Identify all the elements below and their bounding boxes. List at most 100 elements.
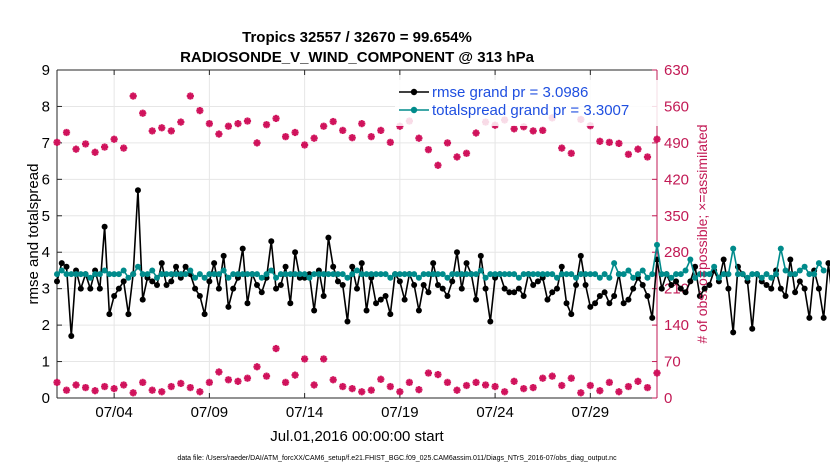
obs-marker <box>453 386 461 394</box>
totalspread-point <box>296 271 303 278</box>
totalspread-point <box>330 271 337 278</box>
totalspread-point <box>187 267 194 274</box>
obs-marker <box>72 145 80 153</box>
obs-marker <box>148 127 156 135</box>
totalspread-point <box>539 271 546 278</box>
obs-marker <box>167 127 175 135</box>
totalspread-point <box>463 271 470 278</box>
totalspread-point <box>763 271 770 278</box>
rmse-point <box>344 318 351 325</box>
totalspread-point <box>139 271 146 278</box>
rmse-point <box>268 238 275 245</box>
rmse-point <box>592 300 599 307</box>
rmse-point <box>682 289 689 296</box>
rmse-point <box>725 285 732 292</box>
rmse-point <box>639 282 646 289</box>
totalspread-point <box>468 271 475 278</box>
obs-marker <box>529 127 537 135</box>
obs-marker <box>262 121 271 129</box>
obs-marker <box>653 369 661 377</box>
totalspread-point <box>501 271 508 278</box>
totalspread-series <box>54 241 827 281</box>
rmse-point <box>382 292 389 299</box>
obs-marker <box>510 125 518 133</box>
rmse-point <box>434 282 441 289</box>
totalspread-point <box>239 271 246 278</box>
obs-marker <box>291 128 299 137</box>
y-tick-label-right: 630 <box>664 62 689 79</box>
totalspread-point <box>325 271 332 278</box>
rmse-point <box>182 263 189 270</box>
y-tick-label-right: 140 <box>664 317 689 334</box>
obs-marker <box>53 138 61 146</box>
obs-marker <box>462 149 471 157</box>
totalspread-point <box>273 274 280 281</box>
obs-marker <box>501 388 509 396</box>
rmse-point <box>273 285 280 292</box>
obs-marker <box>196 107 204 115</box>
rmse-point <box>644 292 651 299</box>
totalspread-point <box>177 271 184 278</box>
obs-marker <box>472 129 480 137</box>
totalspread-point <box>668 274 675 281</box>
totalspread-point <box>477 267 484 274</box>
totalspread-point <box>277 271 284 278</box>
rmse-point <box>168 278 175 285</box>
rmse-point <box>687 278 694 285</box>
rmse-point <box>520 292 527 299</box>
rmse-point <box>606 300 613 307</box>
rmse-point <box>544 296 551 303</box>
obs-marker <box>215 368 223 376</box>
rmse-point <box>125 311 132 318</box>
y-tick-label-right: 70 <box>664 354 681 371</box>
rmse-point <box>649 314 656 321</box>
totalspread-point <box>511 271 518 278</box>
x-tick-label: 07/14 <box>286 404 324 421</box>
totalspread-point <box>687 256 694 263</box>
rmse-point <box>444 292 451 299</box>
y-tick-label: 6 <box>42 171 50 188</box>
totalspread-point <box>815 260 822 267</box>
totalspread-point <box>520 271 527 278</box>
obs-marker <box>329 376 337 384</box>
totalspread-point <box>577 271 584 278</box>
rmse-point <box>749 325 756 332</box>
obs-marker <box>167 382 175 391</box>
totalspread-point <box>549 271 556 278</box>
totalspread-point <box>758 274 765 281</box>
rmse-point <box>63 263 70 270</box>
obs-marker <box>62 386 71 394</box>
rmse-point <box>806 314 813 321</box>
totalspread-point <box>101 267 108 274</box>
rmse-point <box>568 311 575 318</box>
totalspread-point <box>249 271 256 278</box>
obs-marker <box>453 153 461 161</box>
rmse-point <box>211 260 218 267</box>
totalspread-point <box>639 267 646 274</box>
totalspread-point <box>130 271 137 278</box>
totalspread-point <box>363 271 370 278</box>
totalspread-point <box>634 271 641 278</box>
totalspread-point <box>806 271 813 278</box>
totalspread-point <box>196 271 203 278</box>
totalspread-point <box>134 263 141 270</box>
totalspread-point <box>68 271 75 278</box>
legend: rmse grand pr = 3.0986 totalspread grand… <box>395 80 659 126</box>
totalspread-point <box>420 271 427 278</box>
obs-marker <box>129 92 137 100</box>
y-tick-label: 0 <box>42 390 50 407</box>
legend-totalspread-label: totalspread grand pr = 3.3007 <box>432 102 629 119</box>
rmse-point <box>582 282 589 289</box>
totalspread-point <box>787 271 794 278</box>
rmse-point <box>244 300 251 307</box>
rmse-point <box>596 292 603 299</box>
obs-marker <box>186 383 194 392</box>
obs-marker <box>558 381 566 390</box>
rmse-point <box>720 256 727 263</box>
totalspread-point <box>77 271 84 278</box>
obs-marker <box>472 378 480 386</box>
obs-marker <box>462 381 471 390</box>
totalspread-point <box>749 271 756 278</box>
rmse-line <box>56 190 830 337</box>
totalspread-point <box>368 271 375 278</box>
